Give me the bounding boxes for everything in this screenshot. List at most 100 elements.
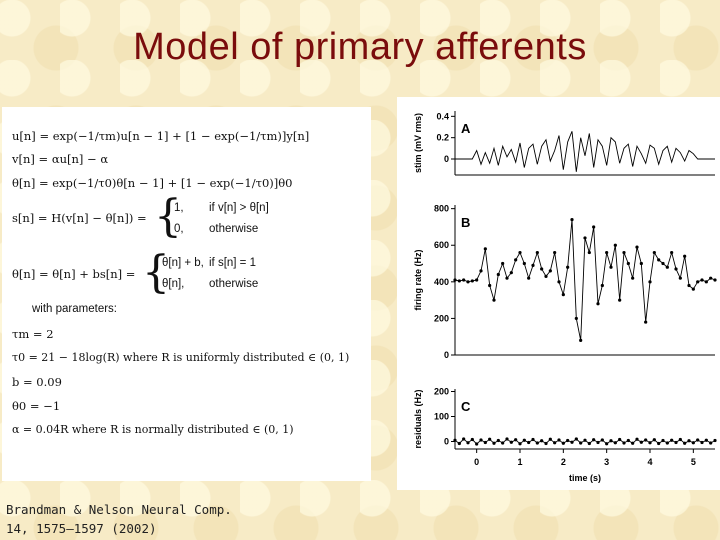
- panel-c-data-point: [657, 441, 661, 446]
- panel-c-data-point: [535, 441, 539, 445]
- panel-b-label: B: [461, 215, 470, 230]
- panel-b-data-point: [704, 280, 708, 284]
- panel-c-data-point: [670, 438, 674, 442]
- panel-c-data-point: [622, 441, 626, 445]
- panel-c-data-point: [466, 441, 470, 445]
- panel-c-data-point: [496, 438, 500, 443]
- threshold-case2-value: θ[n],: [162, 278, 185, 290]
- panel-c-data-point: [605, 442, 609, 446]
- panel-c-data-point: [453, 438, 457, 442]
- panel-b-data-point: [696, 280, 700, 284]
- panel-c-data-point: [696, 438, 700, 442]
- panel-b-data-point: [622, 250, 626, 255]
- panel-c-data-point: [505, 437, 509, 441]
- panel-c-y-tick-label: 0: [444, 437, 449, 447]
- panel-b-y-tick-label: 0: [444, 350, 449, 360]
- equation-spike-lhs: s[n] = H(v[n] − θ[n]) =: [12, 211, 147, 225]
- panel-b-data-point: [661, 261, 665, 266]
- panel-c-y-tick-label: 100: [434, 412, 449, 422]
- panel-c-data-point: [518, 442, 522, 446]
- panel-a-y-tick-label: 0: [444, 154, 449, 164]
- panel-b-data-point: [691, 287, 695, 291]
- panel-c-data-point: [475, 442, 479, 446]
- spike-case2-condition: otherwise: [209, 223, 259, 235]
- panel-b-data-point: [553, 250, 557, 255]
- panel-b-data-point: [644, 320, 648, 324]
- panel-b-data-point: [687, 283, 691, 288]
- panel-c-data-point: [678, 437, 682, 442]
- panel-b-data-point: [678, 276, 682, 280]
- panel-b-data-point: [709, 276, 713, 280]
- parameter-alpha: α = 0.04R where R is normally distribute…: [12, 423, 294, 436]
- threshold-case1-value: θ[n] + b,: [162, 257, 204, 269]
- panel-c-x-tick-label: 5: [691, 457, 696, 467]
- panel-c-data-point: [514, 438, 518, 442]
- parameter-theta-0: θ0 = −1: [12, 399, 61, 413]
- panel-c-y-tick-label: 200: [434, 387, 449, 397]
- parameter-tau-m: τm = 2: [12, 327, 54, 341]
- panel-c-y-label: residuals (Hz): [413, 389, 423, 448]
- panel-c-data-point: [661, 438, 665, 443]
- panel-b-data-point: [592, 225, 596, 229]
- panel-c-data-point: [566, 438, 570, 443]
- panel-c-data-point: [540, 439, 544, 443]
- panel-b-data-point: [587, 250, 591, 255]
- panel-c-data-point: [600, 438, 604, 442]
- panel-c-data-point: [462, 437, 466, 441]
- panel-b-data-point: [501, 261, 505, 266]
- equation-threshold: θ[n] = exp(−1/τ0)θ[n − 1] + [1 − exp(−1/…: [12, 176, 293, 190]
- panel-c-data-point: [683, 441, 687, 445]
- panel-c-x-tick-label: 4: [647, 457, 652, 467]
- panel-c-data-point: [544, 441, 548, 446]
- panel-b-data-point: [514, 258, 518, 262]
- panel-c-data-point: [613, 441, 617, 445]
- panel-b-data-point: [631, 276, 635, 280]
- equation-threshold-update-lhs: θ[n] = θ[n] + bs[n] =: [12, 267, 136, 281]
- panel-b-data-point: [522, 261, 526, 266]
- panel-c-data-point: [509, 440, 513, 444]
- panel-b-data-point: [544, 274, 548, 278]
- panel-a-y-tick-label: 0.2: [436, 133, 449, 143]
- panel-c-data-point: [527, 440, 531, 445]
- parameter-b: b = 0.09: [12, 375, 62, 389]
- panel-b-data-point: [557, 280, 561, 284]
- panel-c-data-point: [704, 438, 708, 442]
- panel-c-data-point: [583, 438, 587, 442]
- panel-b-y-tick-label: 800: [434, 204, 449, 214]
- panel-b-data-point: [665, 265, 669, 269]
- panel-c-data-point: [700, 440, 704, 445]
- panel-c-data-point: [574, 437, 578, 441]
- panel-c-x-tick-label: 2: [561, 457, 566, 467]
- figure-panel: 0.4 0.2 0 stim (mV rms) A 800 600 400 200 0 firing…: [397, 97, 720, 490]
- parameter-tau-0: τ0 = 21 − 18log(R) where R is uniformly …: [12, 351, 350, 364]
- panel-b-data-point: [457, 279, 461, 283]
- panel-b-data-point: [475, 278, 479, 282]
- panel-c-data-point: [618, 437, 622, 442]
- panel-b-data-point: [527, 276, 531, 280]
- panel-c-data-point: [531, 437, 535, 442]
- panel-c-data-point: [691, 441, 695, 445]
- panel-a-label: A: [461, 121, 471, 136]
- panel-b-data-point: [518, 250, 522, 255]
- panel-b-data-point: [492, 298, 496, 302]
- panel-b-data-point: [509, 271, 513, 275]
- panel-b-data-point: [618, 298, 622, 302]
- citation-line1: Brandman & Nelson Neural Comp.: [6, 502, 232, 517]
- equation-voltage: v[n] = αu[n] − α: [12, 152, 109, 166]
- brace-threshold: {: [142, 247, 170, 298]
- panel-b-data-point: [561, 293, 565, 297]
- panel-b-data-point: [505, 276, 509, 280]
- panel-c-data-point: [596, 440, 600, 445]
- panel-c-data-point: [674, 440, 678, 445]
- panel-a-y-label: stim (mV rms): [413, 113, 423, 173]
- panel-b-data-point: [570, 218, 574, 222]
- panel-c-data-point: [631, 441, 635, 445]
- panel-b-data-point: [674, 267, 678, 271]
- panel-b-data-point: [648, 280, 652, 284]
- panel-c-data-point: [522, 438, 526, 442]
- panel-c-data-point: [644, 438, 648, 442]
- panel-b-data-point: [566, 265, 570, 269]
- panel-b-data-point: [540, 267, 544, 271]
- panel-b-data-point: [605, 250, 609, 255]
- panel-c-data-point: [579, 441, 583, 445]
